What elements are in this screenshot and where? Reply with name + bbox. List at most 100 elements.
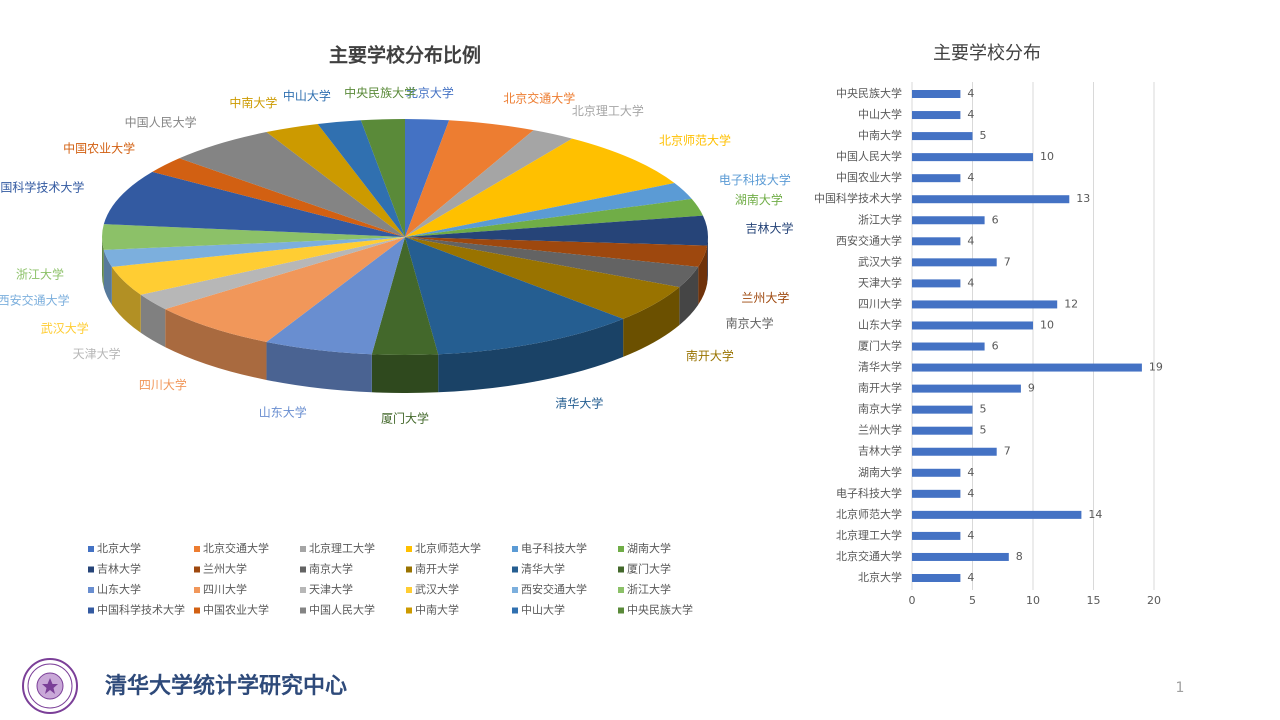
legend-label: 清华大学	[521, 562, 565, 576]
y-tick-label: 中南大学	[858, 128, 902, 142]
pie-slice	[360, 119, 405, 237]
bar-title: 主要学校分布	[933, 43, 1041, 64]
pie-side	[371, 354, 439, 393]
pie-slice	[405, 237, 680, 319]
pie-slice	[140, 237, 405, 310]
pie-label: 吉林大学	[745, 221, 793, 236]
legend-swatch	[618, 546, 624, 552]
legend-swatch	[618, 566, 624, 573]
pie-slice	[317, 120, 405, 237]
legend-swatch	[300, 587, 306, 593]
pie-label: 西安交通大学	[0, 293, 70, 308]
pie-label: 北京理工大学	[572, 103, 644, 118]
pie-label: 厦门大学	[381, 411, 429, 426]
value-label: 4	[967, 108, 974, 121]
bar	[912, 468, 961, 477]
pie-slice	[103, 171, 406, 237]
y-tick-label: 吉林大学	[858, 444, 902, 458]
pie-slice	[266, 237, 405, 355]
pie-slice	[165, 237, 405, 342]
pie-side	[103, 249, 112, 305]
legend-swatch	[88, 546, 94, 552]
bar	[912, 132, 973, 141]
y-tick-label: 四川大学	[858, 296, 902, 310]
y-tick-label: 中国科学技术大学	[814, 191, 902, 205]
y-tick-label: 山东大学	[858, 317, 902, 331]
value-label: 6	[992, 213, 999, 226]
pie-side	[102, 237, 104, 288]
legend-label: 南开大学	[415, 562, 459, 576]
bar	[912, 258, 997, 267]
value-label: 4	[967, 234, 974, 247]
pie-label: 南京大学	[726, 315, 774, 330]
pie-slice	[152, 158, 405, 237]
legend-label: 四川大学	[203, 582, 247, 596]
legend-swatch	[406, 607, 412, 614]
value-label: 7	[1004, 255, 1011, 268]
value-label: 5	[980, 424, 987, 437]
value-label: 4	[967, 487, 974, 500]
value-label: 8	[1016, 550, 1023, 563]
legend-swatch	[512, 566, 518, 573]
bar	[912, 279, 961, 288]
value-label: 5	[980, 403, 987, 416]
pie-label: 中国农业大学	[63, 140, 135, 155]
pie-label: 电子科技大学	[719, 172, 791, 187]
legend-swatch	[406, 546, 412, 552]
bar	[912, 384, 1021, 393]
pie-slice	[371, 237, 439, 355]
x-tick-label: 0	[909, 594, 916, 607]
pie-side	[140, 294, 166, 348]
y-tick-label: 中国农业大学	[836, 170, 902, 184]
pie-label: 四川大学	[139, 377, 187, 392]
value-label: 10	[1040, 318, 1054, 331]
pie-side	[111, 266, 141, 333]
value-label: 4	[967, 529, 974, 542]
y-tick-label: 电子科技大学	[836, 486, 902, 500]
value-label: 6	[992, 340, 999, 353]
bar	[912, 90, 961, 98]
legend-swatch	[88, 607, 94, 614]
y-tick-label: 中山大学	[858, 107, 902, 121]
pie-label: 中国科学技术大学	[0, 180, 84, 195]
bar	[912, 321, 1033, 330]
pie-side	[438, 318, 624, 393]
bar	[912, 489, 961, 498]
bar	[912, 510, 1082, 519]
y-tick-label: 南京大学	[858, 402, 902, 416]
value-label: 4	[967, 171, 974, 184]
bar	[912, 111, 961, 120]
bar	[912, 195, 1070, 204]
legend-label: 南京大学	[309, 562, 353, 576]
bar	[912, 447, 997, 456]
legend-label: 吉林大学	[97, 562, 141, 576]
legend-swatch	[88, 587, 94, 593]
y-tick-label: 北京大学	[858, 570, 902, 584]
bar	[912, 405, 973, 414]
bar	[912, 300, 1058, 309]
pie-slice	[405, 237, 624, 355]
legend-swatch	[194, 607, 200, 614]
footer-title: 清华大学统计学研究中心	[105, 673, 347, 699]
legend-swatch	[300, 566, 306, 573]
y-tick-label: 北京师范大学	[836, 507, 902, 521]
legend-label: 北京交通大学	[203, 541, 269, 555]
legend-label: 天津大学	[309, 582, 353, 596]
y-tick-label: 南开大学	[858, 381, 902, 395]
y-tick-label: 浙江大学	[858, 212, 902, 226]
pie-label: 北京交通大学	[503, 91, 575, 106]
legend-swatch	[406, 587, 412, 593]
pie-label: 浙江大学	[16, 267, 64, 282]
page-number: 1	[1176, 680, 1185, 696]
pie-slice	[405, 237, 708, 267]
pie-side	[266, 341, 372, 393]
legend-label: 中国农业大学	[203, 603, 269, 617]
x-tick-label: 20	[1147, 594, 1161, 607]
value-label: 14	[1088, 508, 1102, 521]
pie-title: 主要学校分布比例	[329, 44, 481, 67]
y-tick-label: 北京交通大学	[836, 549, 902, 563]
legend-swatch	[88, 566, 94, 573]
pie-label: 中央民族大学	[344, 85, 416, 100]
pie-label: 天津大学	[73, 346, 121, 361]
